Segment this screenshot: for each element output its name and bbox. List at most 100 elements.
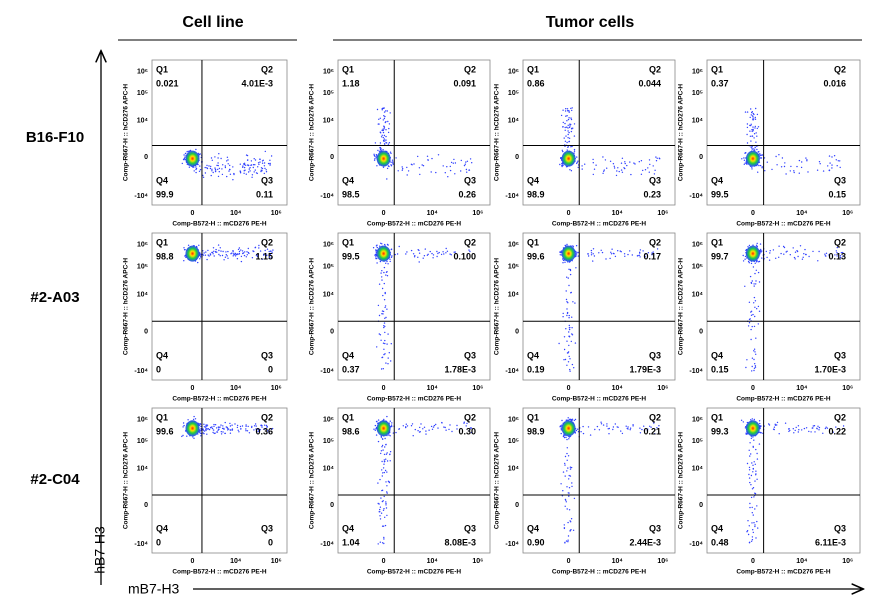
event-dot [222,431,224,433]
event-dot [768,424,771,426]
event-dot [834,254,836,256]
event-dot [247,164,250,167]
event-dot [195,166,197,168]
event-dot [836,255,838,257]
event-dot [259,158,261,160]
event-dot [568,355,570,358]
event-dot [253,171,255,173]
plot-frame [337,232,491,381]
event-dot [568,324,570,327]
event-dot [757,323,759,325]
event-dot [566,149,568,151]
event-dot [753,350,755,352]
event-dot [638,254,641,256]
event-dot [639,427,641,429]
event-dot [562,164,564,167]
event-dot [757,261,759,263]
event-dot [752,464,754,466]
event-dot [384,437,386,440]
event-dot [568,328,571,331]
event-dot [747,325,750,327]
event-dot [206,425,208,427]
event-dot [613,165,615,167]
plot-x-label: Comp-B572-H :: mCD276 PE-H [367,396,462,403]
event-dot [376,108,379,111]
event-dot [384,305,387,307]
event-dot [754,262,756,264]
event-dot [801,429,803,431]
event-dot [255,425,257,427]
event-dot [229,429,231,431]
event-dot [200,256,202,258]
event-dot [268,256,271,258]
event-dot [426,254,429,256]
event-dot [559,425,562,427]
quadrant-value: 0.22 [828,426,846,436]
event-dot [567,467,569,469]
x-tick-label: 10⁶ [842,385,853,392]
event-dot [812,425,814,427]
event-dot [378,314,381,317]
event-dot [826,427,829,429]
event-dot [567,351,570,353]
event-dot [758,420,761,422]
y-tick-label: -10⁴ [134,541,148,548]
event-dot [389,112,391,114]
event-dot [466,160,469,162]
event-dot [750,540,753,542]
event-dot [838,428,841,430]
event-dot [432,257,434,259]
event-dot [381,279,383,281]
event-dot [378,283,381,285]
event-dot [565,436,567,439]
event-dot [755,283,757,285]
event-dot [793,171,795,174]
event-dot [789,170,791,172]
event-dot [381,542,384,544]
event-dot [381,356,383,359]
event-dot [590,254,593,256]
event-dot [568,344,570,347]
event-dot [243,166,246,169]
y-tick-label: 10⁶ [323,416,334,423]
y-tick-label: 10⁶ [692,68,703,75]
event-dot [559,254,561,256]
plot-y-label: Comp-R667-H :: hCD276 APC-H [494,84,501,182]
event-dot [746,126,749,129]
event-dot [383,107,385,109]
event-dot [214,167,216,169]
event-dot [754,525,756,528]
plot-x-label: Comp-B572-H :: mCD276 PE-H [552,396,647,403]
event-dot [771,168,773,171]
event-dot [831,167,833,169]
event-dot [568,509,571,511]
event-dot [571,485,573,488]
y-tick-label: 0 [515,154,519,161]
population-core [185,420,200,437]
event-dot [379,334,382,336]
quadrant-name: Q1 [156,64,168,74]
event-dot [423,255,426,257]
event-dot [768,423,770,425]
event-dot [648,171,650,173]
event-dot [794,258,796,260]
y-tick-label: 10⁶ [692,242,703,249]
event-dot [389,460,391,462]
quadrant-name: Q3 [261,350,273,360]
event-dot [383,348,385,350]
event-dot [616,170,618,172]
event-dot [232,250,234,252]
event-dot [751,130,753,133]
x-tick-label: 0 [567,385,571,392]
event-dot [750,311,752,313]
event-dot [558,342,560,345]
event-dot [443,426,445,428]
event-dot [243,254,246,257]
event-dot [382,467,385,469]
event-dot [749,481,751,484]
event-dot [571,316,573,318]
event-dot [389,451,392,453]
event-dot [405,253,407,255]
event-dot [610,253,613,255]
event-dot [205,251,207,253]
